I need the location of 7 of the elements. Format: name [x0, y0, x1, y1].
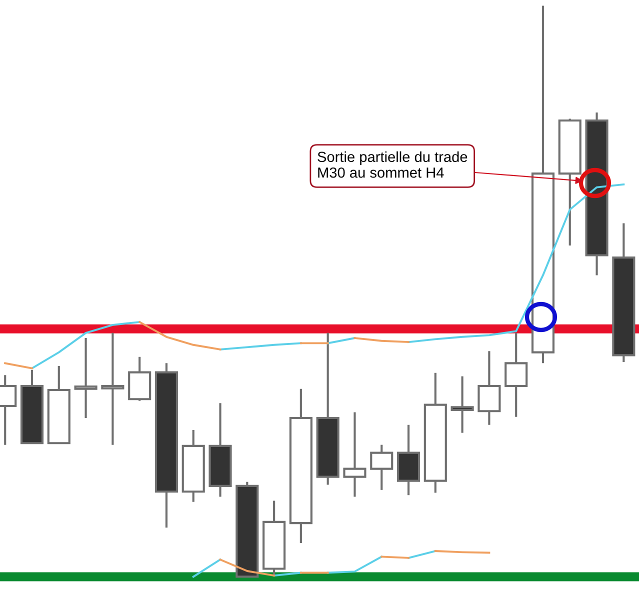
candlestick [370, 444, 394, 491]
candlestick [450, 375, 474, 434]
candlestick [343, 411, 366, 498]
candlestick [101, 332, 124, 446]
candlestick [74, 336, 98, 420]
annotation: Sortie partielle du trade M30 au sommet H4 [318, 151, 468, 178]
candlestick [504, 332, 528, 418]
